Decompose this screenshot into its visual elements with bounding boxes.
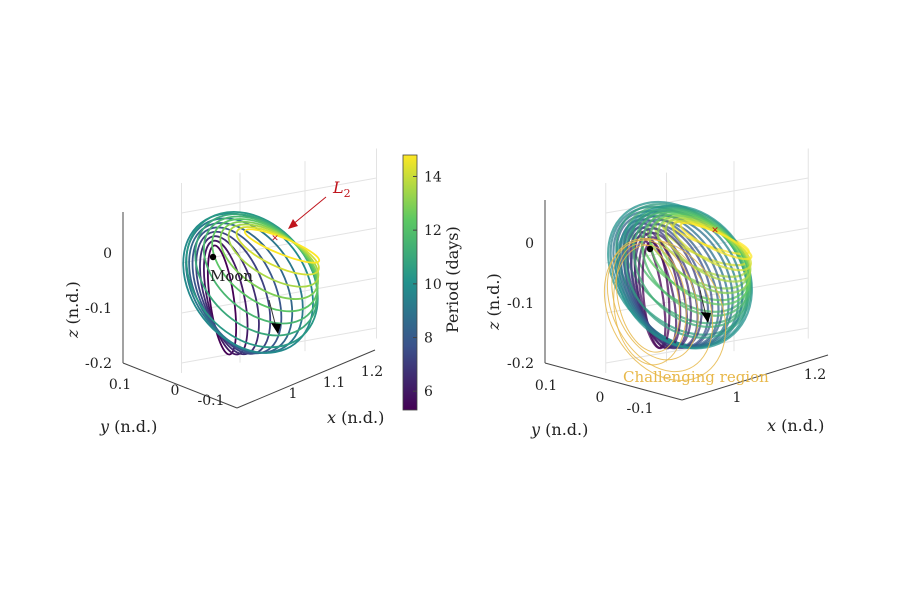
grid-line [181,327,377,364]
z-tick: -0.2 [85,356,112,372]
colorbar-ticks: 14 12 10 8 6 [413,169,442,400]
right-axes [544,200,829,401]
grid-line [605,177,809,214]
orbit [679,221,753,261]
colorbar [402,154,418,411]
l2-marker-icon: ✕ [271,234,279,244]
challenging-orbit [603,238,727,382]
challenging-region-label: Challenging region [623,368,769,386]
z-tick: -0.1 [85,301,112,317]
colorbar-label: Period (days) [443,226,462,333]
y-tick: 0.1 [109,377,131,393]
challenging-orbit [616,243,680,353]
moon-marker [646,245,654,253]
orbit [243,228,321,264]
z-tick: -0.1 [507,296,534,312]
z-tick: 0 [525,236,534,252]
z-axis-label: z (n.d.) [484,273,503,331]
x-tick: 1 [289,386,298,402]
x-tick: 1.1 [323,375,345,391]
x-axis-label: x (n.d.) [327,408,384,427]
colorbar-tick-label: 12 [424,223,442,239]
x-tick: 1.2 [804,367,826,383]
y-tick: -0.1 [198,393,225,409]
orbit [206,244,238,356]
y-tick: 0 [171,383,180,399]
left-axes [122,212,376,409]
moon-marker [209,253,217,261]
l2-arrow-icon [288,196,327,229]
orbit [620,214,734,349]
colorbar-tick-label: 8 [424,331,433,347]
orbit [185,217,304,354]
x-tick: 1.2 [361,364,383,380]
left-orbits [182,211,321,356]
direction-arrow-icon [268,299,281,334]
y-tick: -0.1 [627,401,654,417]
x-axis-label: x (n.d.) [767,416,824,435]
grid-line [181,177,377,214]
orbit [641,240,671,350]
l2-label: L2 [332,178,351,200]
l2-marker-icon: ✕ [711,226,719,236]
moon-label: Moon [210,267,253,285]
challenging-orbit [613,244,687,366]
colorbar-tick-label: 14 [424,169,442,185]
orbit [623,218,724,349]
colorbar-tick-label: 10 [424,277,442,293]
y-axis-label: y (n.d.) [99,417,157,436]
right-orbits [603,200,753,382]
z-tick: 0 [103,246,112,262]
challenging-orbit [606,237,714,373]
colorbar-tick-label: 6 [424,384,433,400]
y-axis-label: y (n.d.) [530,420,588,439]
left-grid [181,148,377,373]
z-axis-label: z (n.d.) [63,281,82,339]
x-tick: 1 [733,390,742,406]
y-tick: 0 [596,390,605,406]
y-tick: 0.1 [535,378,557,394]
z-tick: -0.2 [507,356,534,372]
direction-arrow-icon [699,289,711,323]
